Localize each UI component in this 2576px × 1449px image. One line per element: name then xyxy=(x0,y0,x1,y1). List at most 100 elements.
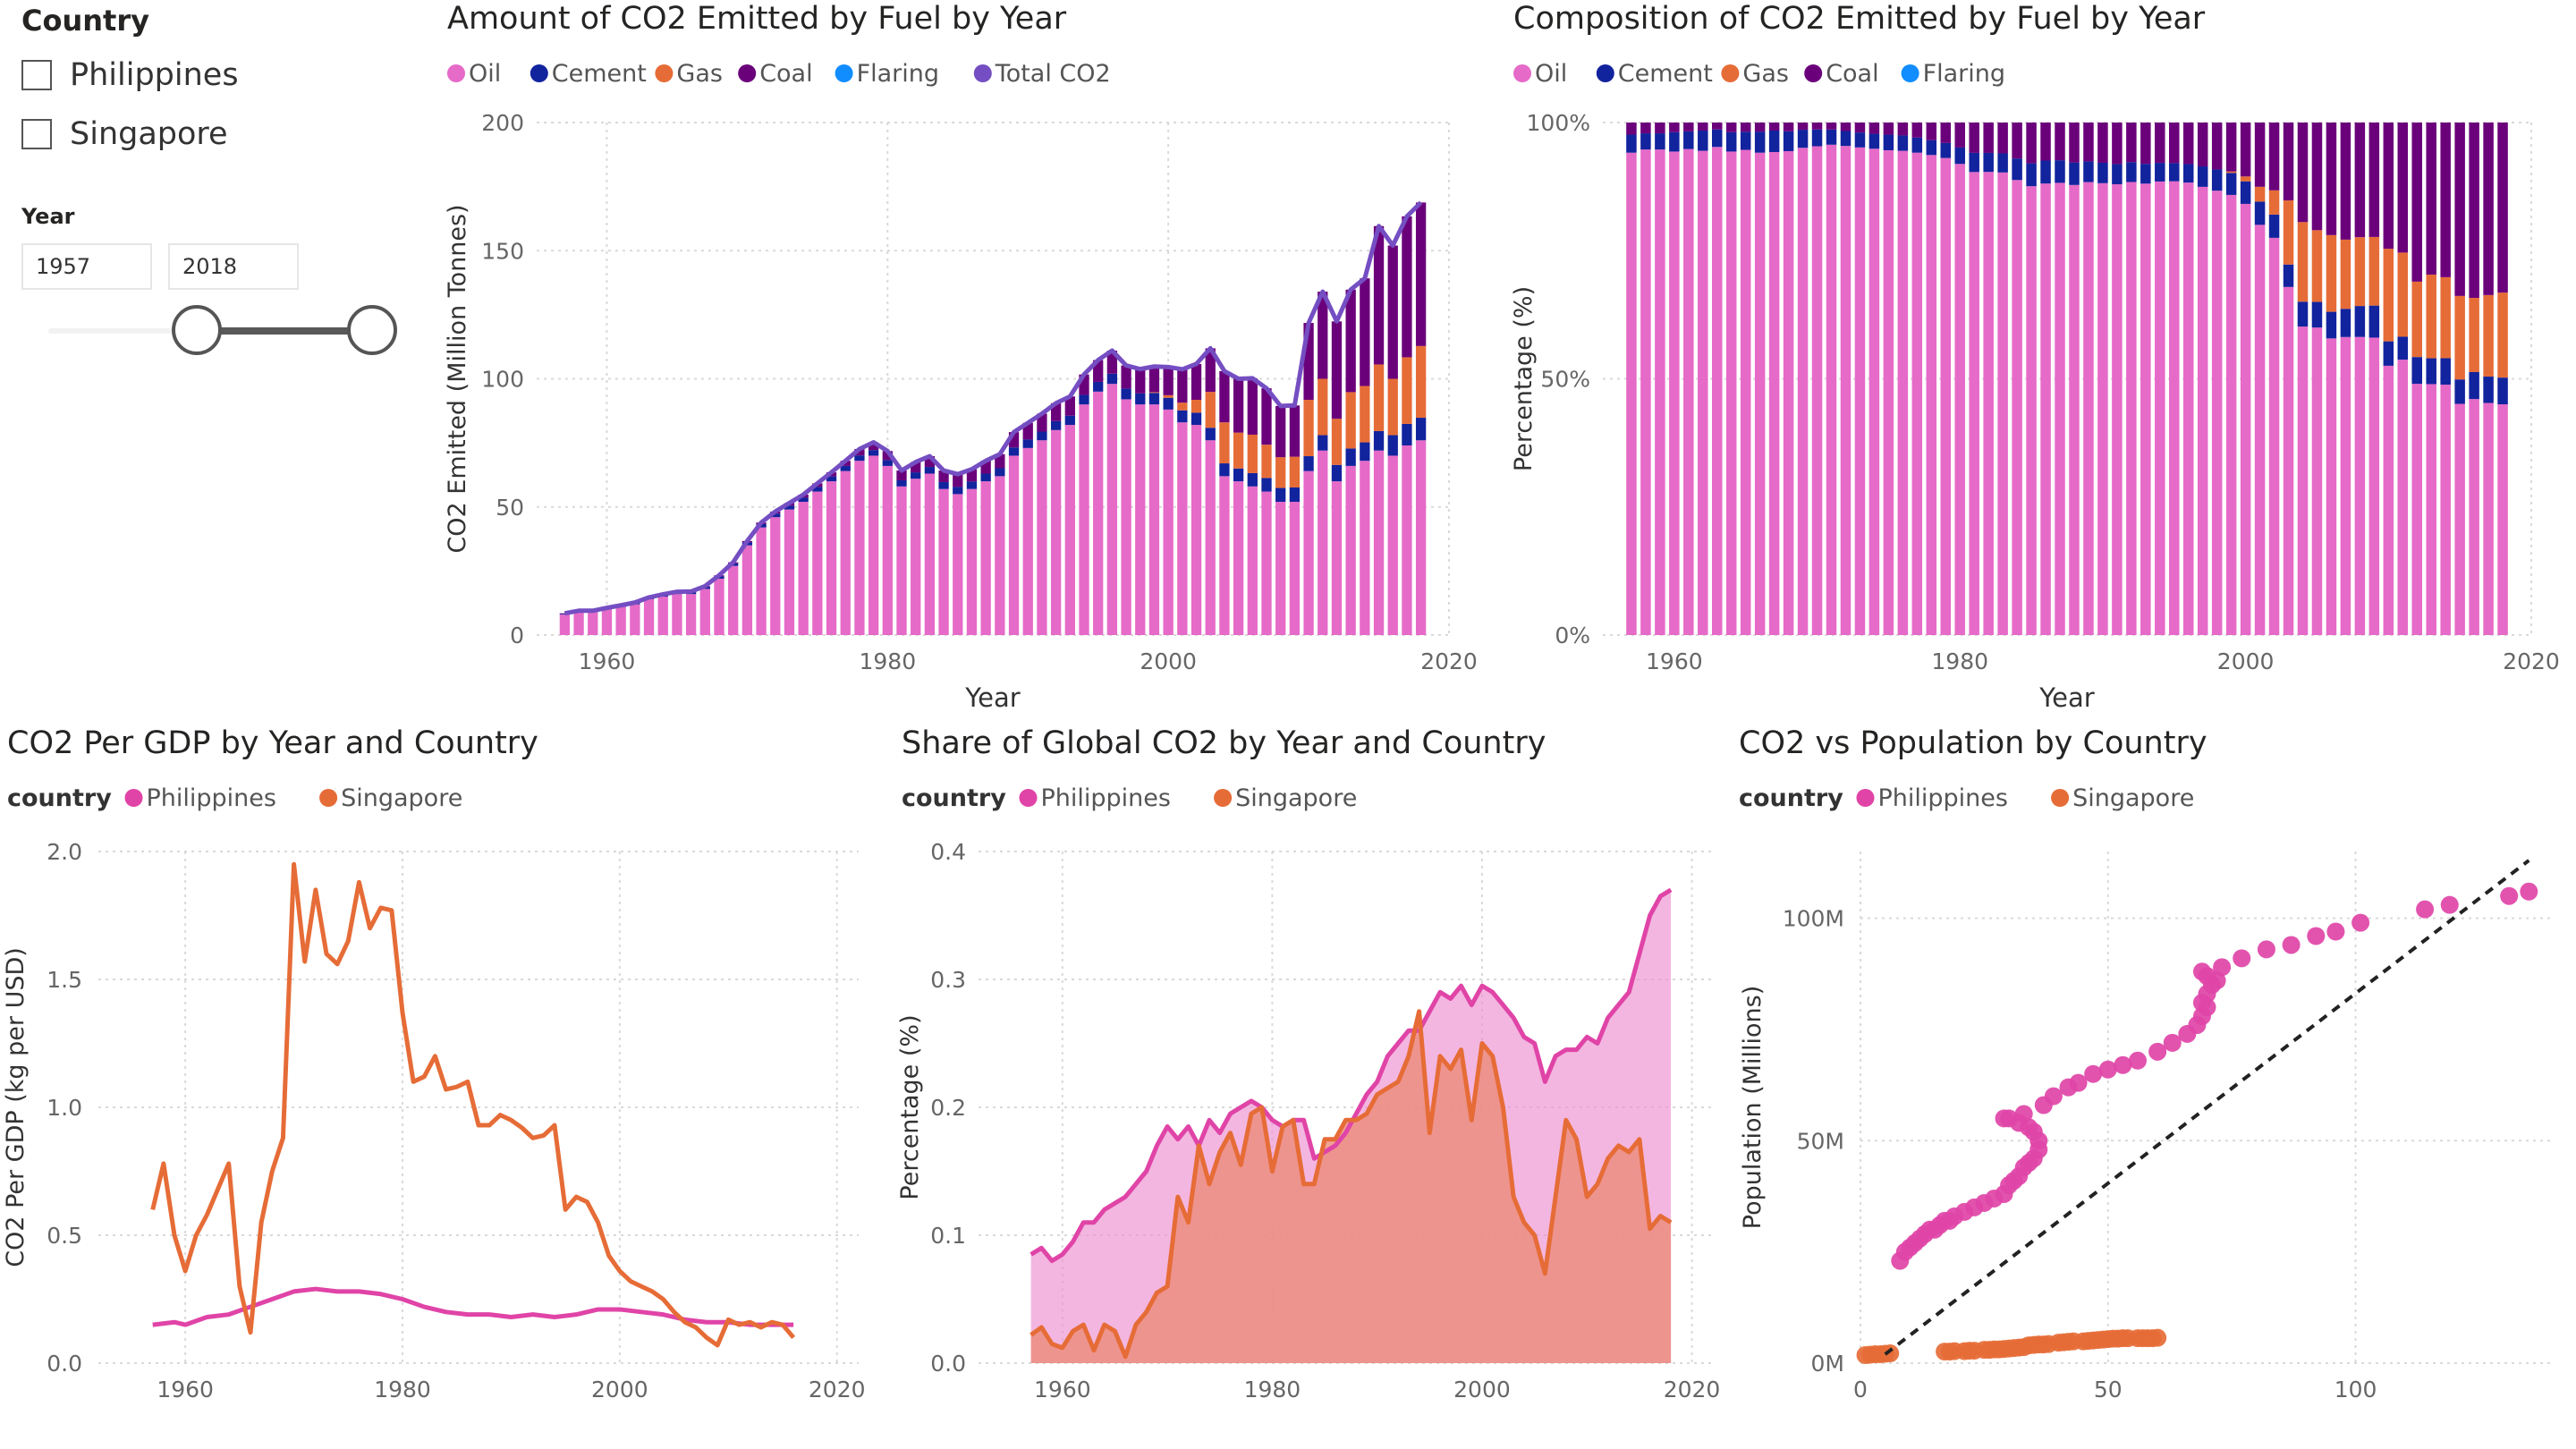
point-philippines xyxy=(1995,1109,2013,1128)
bar-oil-share xyxy=(1797,148,1809,636)
bar-oil xyxy=(826,481,837,635)
bar-cement-share xyxy=(2182,164,2194,183)
bar-oil xyxy=(1064,425,1075,635)
year-end-input[interactable]: 2018 xyxy=(168,243,299,290)
bar-oil-share xyxy=(2197,186,2208,635)
bar-cement-share xyxy=(2440,358,2451,386)
bar-coal-share xyxy=(2182,123,2194,165)
bar-oil xyxy=(559,614,571,635)
bar-gas xyxy=(1148,392,1160,394)
bar-oil-share xyxy=(2055,182,2065,636)
bar-oil-share xyxy=(1897,150,1909,636)
year-slider-end-handle[interactable] xyxy=(347,305,397,355)
bar-coal-share xyxy=(2225,123,2237,172)
bar-coal xyxy=(1121,365,1131,389)
point-philippines xyxy=(2213,958,2232,977)
bar-coal xyxy=(1303,323,1314,400)
legend-item: Gas xyxy=(1742,60,1789,88)
bar-oil-share xyxy=(2155,181,2165,635)
bar-cement xyxy=(953,487,963,495)
bar-cement-share xyxy=(2411,357,2422,385)
year-start-input[interactable]: 1957 xyxy=(21,243,152,290)
bar-oil-share xyxy=(1626,152,1637,636)
chart-title: Composition of CO2 Emitted by Fuel by Ye… xyxy=(1513,1,2206,37)
bar-gas xyxy=(1360,386,1370,443)
y-tick-label: 0% xyxy=(1555,623,1590,648)
bar-gas xyxy=(1331,419,1343,465)
y-tick-label: 100% xyxy=(1527,110,1590,136)
bar-coal xyxy=(1233,378,1244,433)
checkbox-philippines[interactable] xyxy=(21,60,52,90)
y-tick-label: 0.4 xyxy=(930,839,966,865)
legend-marker xyxy=(319,789,338,807)
bar-gas-share xyxy=(2340,239,2351,309)
bar-coal-share xyxy=(1740,123,1751,132)
point-singapore xyxy=(2148,1328,2167,1347)
bar-coal-share xyxy=(2240,123,2251,177)
year-slider-start-handle[interactable] xyxy=(172,305,222,355)
bar-coal-share xyxy=(1926,123,1937,140)
bar-cement xyxy=(1050,420,1062,430)
bar-gas xyxy=(1373,364,1385,431)
bar-oil xyxy=(699,589,710,635)
bar-oil-share xyxy=(2354,336,2366,635)
bar-coal-share xyxy=(2026,123,2037,164)
bar-cement xyxy=(798,497,809,503)
bar-cement-share xyxy=(1969,152,1979,173)
chart-composition-by-fuel: Composition of CO2 Emitted by Fuel by Ye… xyxy=(1510,1,2560,713)
legend-marker xyxy=(973,64,992,82)
bar-oil xyxy=(1163,409,1174,635)
point-philippines xyxy=(2307,927,2326,945)
bar-oil xyxy=(924,473,936,635)
chart-title: Amount of CO2 Emitted by Fuel by Year xyxy=(447,1,1067,37)
bar-cement xyxy=(924,467,936,474)
bar-oil-share xyxy=(2240,203,2251,635)
bar-cement xyxy=(1360,442,1370,462)
bar-coal xyxy=(1135,369,1146,394)
bar-gas xyxy=(1303,399,1314,457)
bar-oil xyxy=(966,488,978,635)
bar-coal-share xyxy=(1783,123,1794,131)
bar-coal-share xyxy=(1911,123,1923,138)
bar-coal-share xyxy=(2283,123,2294,201)
bar-oil-share xyxy=(2483,402,2494,635)
bar-oil-share xyxy=(2397,360,2409,635)
bar-cement-share xyxy=(2083,161,2094,182)
bar-oil xyxy=(1121,399,1131,635)
x-tick-label: 2020 xyxy=(2503,648,2560,674)
bar-coal xyxy=(995,453,1005,469)
point-philippines xyxy=(2440,895,2459,914)
bar-coal-share xyxy=(2112,123,2123,165)
y-tick-label: 0M xyxy=(1811,1351,1844,1377)
bar-cement xyxy=(1205,428,1216,441)
bar-oil-share xyxy=(1883,149,1894,636)
bar-gas-share xyxy=(2454,295,2465,380)
bar-cement xyxy=(1261,478,1272,492)
bar-coal-share xyxy=(1712,123,1723,130)
y-axis-label: Percentage (%) xyxy=(1510,286,1538,471)
bar-oil-share xyxy=(1840,146,1852,635)
bar-gas xyxy=(1318,378,1328,436)
bar-oil-share xyxy=(1911,152,1923,636)
bar-gas-share xyxy=(2225,171,2237,174)
bar-coal xyxy=(882,451,893,461)
bar-cement-share xyxy=(2126,162,2137,182)
bar-oil-share xyxy=(1954,164,1965,635)
country-option-singapore[interactable]: Singapore xyxy=(21,114,228,154)
bar-coal-share xyxy=(2083,123,2094,162)
checkbox-singapore[interactable] xyxy=(21,119,52,149)
bar-cement xyxy=(1289,487,1301,503)
bar-cement-share xyxy=(2483,377,2494,403)
legend-marker xyxy=(1856,789,1875,807)
country-option-philippines[interactable]: Philippines xyxy=(21,55,239,95)
bar-gas-share xyxy=(2354,237,2366,307)
legend-marker xyxy=(738,64,757,82)
y-tick-label: 50M xyxy=(1797,1128,1844,1154)
x-tick-label: 1980 xyxy=(374,1377,431,1402)
bar-coal xyxy=(1415,202,1427,346)
bar-oil xyxy=(854,461,865,635)
bar-coal-share xyxy=(2483,123,2494,295)
country-option-label: Philippines xyxy=(70,57,239,93)
bar-coal xyxy=(1331,321,1343,419)
bar-coal-share xyxy=(1768,123,1780,131)
